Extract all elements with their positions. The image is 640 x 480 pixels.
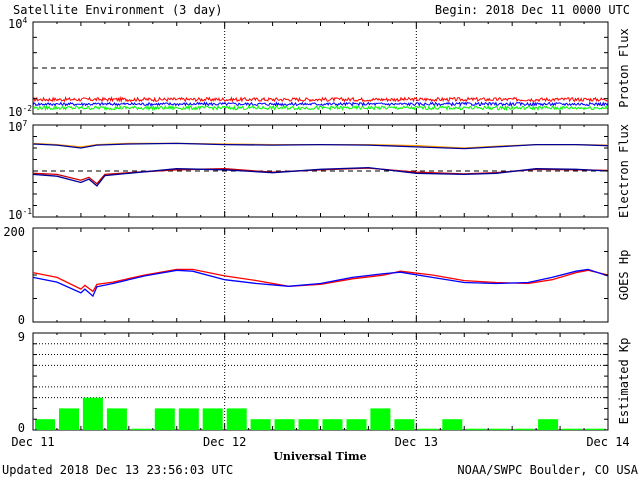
proton-ylabel: Proton Flux (617, 28, 631, 107)
kp-bar (322, 419, 343, 430)
proton-series-line (32, 104, 609, 112)
electron-ytick-base: 10 (8, 120, 22, 134)
proton-ytick-base: 10 (8, 105, 22, 119)
kp-bar (442, 419, 463, 430)
x-tick-label: Dec 11 (11, 435, 54, 449)
proton-ytick-exp: 4 (22, 16, 27, 25)
kp-bar (250, 419, 271, 430)
kp-bar (490, 428, 511, 430)
kp-bar (394, 419, 415, 430)
begin-time: Begin: 2018 Dec 11 0000 UTC (435, 3, 630, 17)
electron-series-line (32, 142, 609, 150)
kp-ytick-label: 0 (18, 421, 25, 435)
hp-ytick-label: 0 (18, 313, 25, 327)
kp-bar (154, 408, 175, 430)
kp-bar (298, 419, 319, 430)
kp-bar (418, 428, 439, 430)
x-tick-label: Dec 12 (203, 435, 246, 449)
electron-ylabel: Electron Flux (617, 124, 631, 218)
hp-series-line (32, 268, 609, 298)
electron-ytick-exp: -1 (22, 207, 32, 216)
proton-ytick-label: 10-2 (8, 104, 32, 119)
kp-bar (59, 408, 79, 430)
hp-series-line (32, 268, 609, 293)
kp-ytick-label: 9 (18, 330, 25, 344)
proton-ytick-base: 10 (8, 17, 22, 31)
proton-ytick-label: 104 (8, 16, 27, 31)
kp-bar (538, 419, 559, 430)
kp-bar (106, 408, 127, 430)
kp-bar (178, 408, 199, 430)
proton-ytick-exp: -2 (22, 104, 32, 113)
proton-series-line (32, 101, 609, 108)
goes-hp-panel: 200 0 GOES Hp (3, 225, 631, 327)
electron-ytick-base: 10 (8, 208, 22, 222)
kp-panel: 9 0 Estimated Kp (18, 330, 631, 435)
kp-bar (466, 428, 487, 430)
electron-ytick-label: 107 (8, 119, 27, 134)
kp-bar (346, 419, 367, 430)
kp-bar (202, 408, 223, 430)
hp-ytick-label: 200 (3, 225, 25, 239)
kp-bar (130, 428, 151, 430)
kp-bar (370, 408, 391, 430)
kp-ylabel: Estimated Kp (617, 338, 631, 425)
kp-bar (35, 419, 55, 430)
kp-bar (514, 428, 535, 430)
x-axis-label: Universal Time (273, 450, 366, 463)
kp-bar (82, 397, 103, 430)
kp-bar (562, 428, 583, 430)
kp-bar (274, 419, 295, 430)
hp-plot-frame (32, 227, 609, 323)
credit: NOAA/SWPC Boulder, CO USA (457, 463, 638, 477)
electron-series-line (32, 166, 609, 187)
hp-ylabel: GOES Hp (617, 250, 631, 301)
x-tick-label: Dec 14 (586, 435, 629, 449)
electron-ytick-label: 10-1 (8, 207, 32, 222)
electron-ytick-exp: 7 (22, 119, 27, 128)
kp-bar (226, 408, 247, 430)
proton-series-line (32, 95, 608, 104)
kp-bar (586, 428, 606, 430)
updated-time: Updated 2018 Dec 13 23:56:03 UTC (2, 463, 233, 477)
x-axis: Dec 11 Dec 12 Dec 13 Dec 14 (11, 435, 629, 449)
chart-title: Satellite Environment (3 day) (13, 3, 223, 17)
x-tick-label: Dec 13 (395, 435, 438, 449)
